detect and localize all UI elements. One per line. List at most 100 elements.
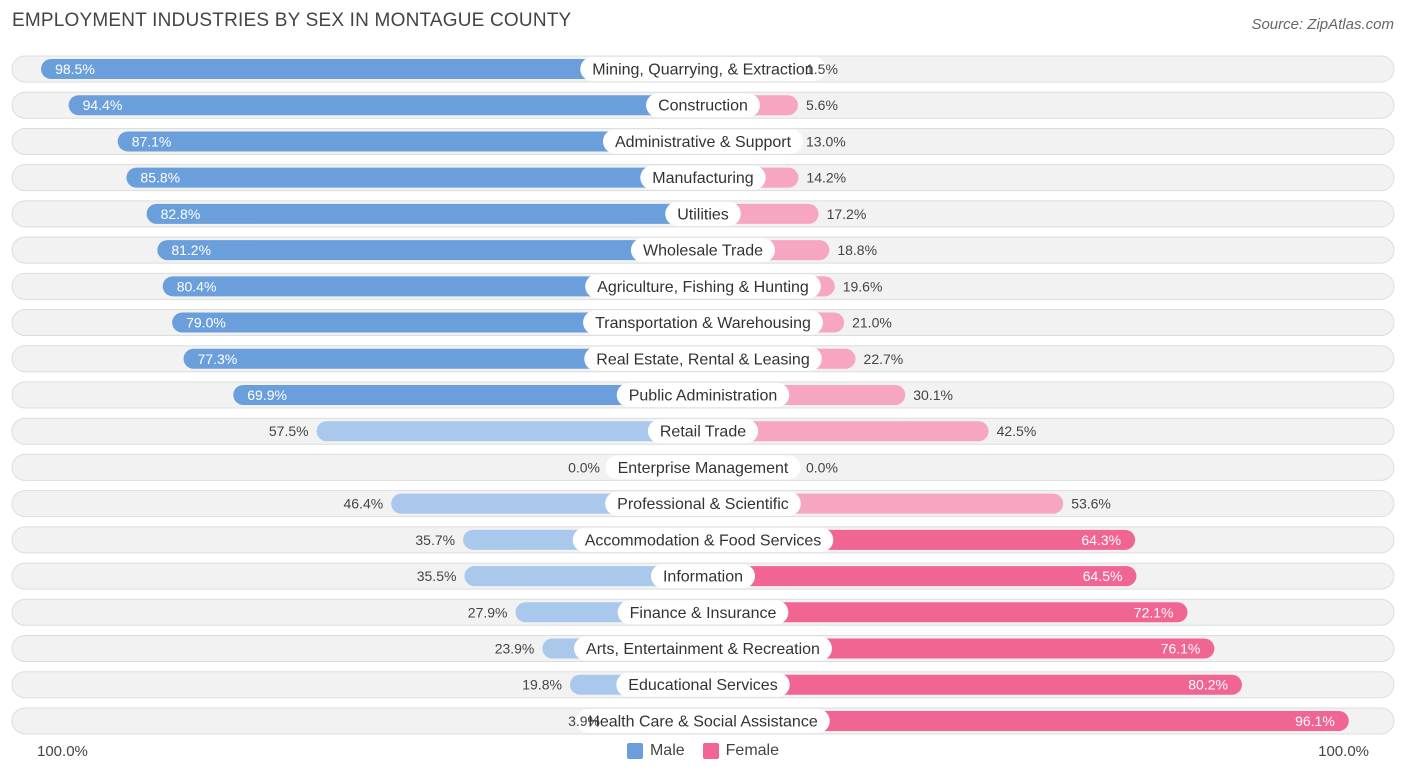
category-label: Wholesale Trade xyxy=(643,243,763,260)
female-value-label: 1.5% xyxy=(806,61,838,77)
female-bar[interactable] xyxy=(703,602,1188,623)
female-value-label: 96.1% xyxy=(1295,713,1335,729)
category-pill xyxy=(665,201,741,226)
female-value-label: 22.7% xyxy=(864,351,904,367)
male-bar[interactable] xyxy=(233,384,703,405)
female-value-label: 18.8% xyxy=(837,242,877,258)
legend-item-male[interactable]: Male xyxy=(626,742,685,760)
category-label: Agriculture, Fishing & Hunting xyxy=(597,279,809,296)
male-bar[interactable] xyxy=(464,566,703,587)
male-bar[interactable] xyxy=(126,167,703,188)
category-pill xyxy=(630,238,776,263)
chart-row: Agriculture, Fishing & Hunting 80.4% 19.6% xyxy=(11,272,1395,300)
female-bar[interactable] xyxy=(703,710,1349,731)
chart-row: Professional & Scientific 46.4% 53.6% xyxy=(11,490,1395,518)
category-label: Professional & Scientific xyxy=(617,496,789,513)
male-value-label: 35.7% xyxy=(415,532,455,548)
chart-row: Transportation & Warehousing 79.0% 21.0% xyxy=(11,309,1395,337)
chart-row: Administrative & Support 87.1% 13.0% xyxy=(11,127,1395,155)
female-value-label: 0.0% xyxy=(806,459,838,475)
female-value-label: 42.5% xyxy=(997,423,1037,439)
legend-label-female: Female xyxy=(725,742,780,759)
male-bar[interactable] xyxy=(316,421,703,442)
male-bar[interactable] xyxy=(117,131,704,152)
chart-row: Finance & Insurance 27.9% 72.1% xyxy=(11,598,1395,626)
diverging-bar-chart: Mining, Quarrying, & Extraction 98.5% 1.5%… xyxy=(11,55,1395,735)
chart-row: Utilities 82.8% 17.2% xyxy=(11,200,1395,228)
category-pill xyxy=(583,310,823,335)
male-bar[interactable] xyxy=(41,59,703,79)
category-pill xyxy=(585,274,821,299)
category-label: Finance & Insurance xyxy=(630,605,777,622)
category-label: Public Administration xyxy=(629,387,778,404)
male-bar[interactable] xyxy=(183,348,703,369)
category-pill xyxy=(574,636,832,661)
category-label: Arts, Entertainment & Recreation xyxy=(586,641,820,658)
female-value-label: 13.0% xyxy=(806,133,846,149)
category-label: Educational Services xyxy=(628,677,777,694)
male-value-label: 98.5% xyxy=(55,61,95,77)
male-value-label: 82.8% xyxy=(161,206,201,222)
category-label: Accommodation & Food Services xyxy=(585,532,822,549)
male-value-label: 0.0% xyxy=(568,459,600,475)
category-label: Enterprise Management xyxy=(618,460,789,477)
chart-row: Educational Services 19.8% 80.2% xyxy=(11,671,1395,699)
category-pill xyxy=(580,57,826,81)
chart-row: Mining, Quarrying, & Extraction 98.5% 1.5% xyxy=(11,55,1395,83)
chart-row: Information 35.5% 64.5% xyxy=(11,562,1395,590)
male-value-label: 46.4% xyxy=(343,496,383,512)
category-pill xyxy=(584,346,822,371)
male-value-label: 81.2% xyxy=(171,242,211,258)
chart-row: Enterprise Management 0.0% 0.0% xyxy=(11,453,1395,481)
legend-item-female[interactable]: Female xyxy=(702,742,780,760)
male-value-label: 80.4% xyxy=(177,278,217,294)
chart-row: Public Administration 69.9% 30.1% xyxy=(11,381,1395,409)
male-value-label: 94.4% xyxy=(83,97,123,113)
male-bar[interactable] xyxy=(68,95,703,116)
chart-row: Manufacturing 85.8% 14.2% xyxy=(11,164,1395,192)
axis-right-label: 100.0% xyxy=(1318,743,1369,760)
category-pill xyxy=(640,165,766,190)
male-value-label: 87.1% xyxy=(132,133,172,149)
male-bar[interactable] xyxy=(162,276,703,297)
category-pill xyxy=(616,382,790,407)
female-bar[interactable] xyxy=(703,421,989,442)
female-value-label: 80.2% xyxy=(1188,677,1228,693)
category-label: Health Care & Social Assistance xyxy=(588,713,818,730)
female-value-label: 64.3% xyxy=(1081,532,1121,548)
chart-row: Real Estate, Rental & Leasing 77.3% 22.7% xyxy=(11,345,1395,373)
legend-swatch-female xyxy=(702,743,719,759)
category-pill xyxy=(647,419,759,444)
category-label: Utilities xyxy=(677,206,729,223)
male-value-label: 69.9% xyxy=(247,387,287,403)
category-label: Transportation & Warehousing xyxy=(595,315,811,332)
category-pill xyxy=(572,527,834,552)
category-pill xyxy=(650,564,756,589)
male-bar[interactable] xyxy=(157,240,703,261)
male-value-label: 79.0% xyxy=(186,315,226,331)
category-pill xyxy=(602,129,804,154)
category-pill xyxy=(616,672,790,697)
male-bar[interactable] xyxy=(146,203,704,224)
male-bar[interactable] xyxy=(172,312,703,333)
category-pill xyxy=(605,491,801,516)
female-value-label: 21.0% xyxy=(852,315,892,331)
category-pill xyxy=(646,93,760,118)
chart-title: EMPLOYMENT INDUSTRIES BY SEX IN MONTAGUE… xyxy=(12,10,572,31)
female-bar[interactable] xyxy=(703,566,1137,587)
category-label: Retail Trade xyxy=(660,424,746,441)
axis-left-label: 100.0% xyxy=(37,743,88,760)
category-label: Real Estate, Rental & Leasing xyxy=(596,351,809,368)
female-value-label: 5.6% xyxy=(806,97,838,113)
male-value-label: 77.3% xyxy=(198,351,238,367)
male-value-label: 23.9% xyxy=(495,641,535,657)
female-value-label: 72.1% xyxy=(1134,604,1174,620)
category-label: Information xyxy=(663,569,743,586)
male-value-label: 85.8% xyxy=(140,170,180,186)
female-value-label: 14.2% xyxy=(806,170,846,186)
category-label: Administrative & Support xyxy=(615,134,792,151)
female-value-label: 17.2% xyxy=(827,206,867,222)
category-pill xyxy=(576,708,830,733)
female-bar[interactable] xyxy=(703,674,1242,695)
